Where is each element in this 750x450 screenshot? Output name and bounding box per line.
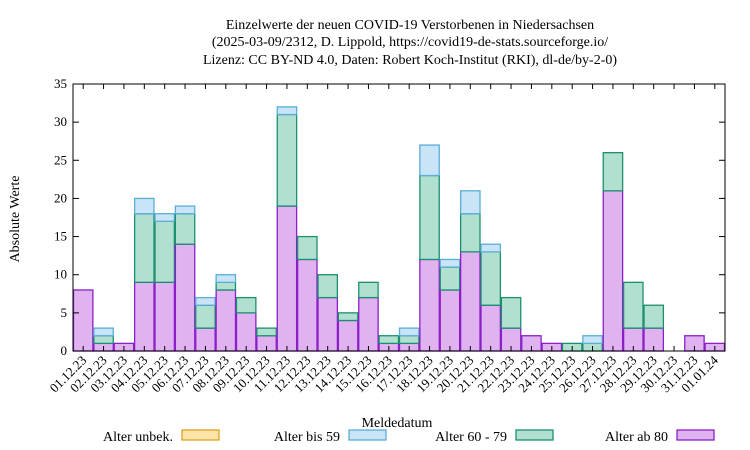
bar-26.12.23-series-2	[582, 335, 603, 345]
bar-19.12.23-series-0	[439, 289, 461, 352]
bar-06.12.23-series-1	[174, 213, 196, 245]
bar-22.12.23-series-1	[500, 296, 522, 329]
bar-14.12.23-series-1	[337, 312, 359, 322]
bar-21.12.23-series-2	[480, 243, 502, 253]
y-tick-label: 35	[54, 76, 67, 91]
bar-04.12.23-series-0	[133, 281, 155, 352]
bar-11.12.23-series-2	[276, 106, 298, 116]
bar-08.12.23-series-1	[215, 281, 237, 291]
title-line-3: Lizenz: CC BY-ND 4.0, Daten: Robert Koch…	[203, 53, 617, 68]
bar-06.12.23-series-0	[174, 243, 196, 352]
title-line-1: Einzelwerte der neuen COVID-19 Verstorbe…	[226, 18, 594, 33]
bars	[72, 106, 726, 352]
y-tick-label: 20	[54, 190, 67, 205]
bar-13.12.23-series-1	[317, 274, 339, 299]
y-tick-label: 15	[54, 229, 67, 244]
bar-18.12.23-series-1	[419, 174, 440, 261]
bar-04.12.23-series-1	[133, 213, 155, 283]
bar-20.12.23-series-1	[459, 213, 481, 253]
bar-20.12.23-series-0	[459, 251, 481, 352]
bar-08.12.23-series-2	[215, 274, 237, 283]
y-tick-label: 0	[61, 343, 68, 358]
bar-12.12.23-series-1	[296, 235, 318, 261]
bar-16.12.23-series-1	[378, 335, 400, 345]
bar-02.12.23-series-1	[93, 335, 114, 345]
title-line-2: (2025-03-09/2312, D. Lippold, https://co…	[212, 35, 608, 50]
bar-15.12.23-series-1	[358, 281, 379, 299]
legend-swatch	[515, 429, 554, 441]
bar-12.12.23-series-0	[296, 258, 318, 352]
bar-18.12.23-series-2	[419, 144, 440, 177]
bar-04.12.23-series-2	[133, 197, 155, 215]
bar-20.12.23-series-2	[459, 190, 481, 215]
legend-swatch	[181, 429, 220, 441]
bar-17.12.23-series-2	[398, 327, 420, 337]
bar-02.12.23-series-2	[93, 327, 114, 337]
bar-10.12.23-series-1	[256, 327, 277, 337]
bar-27.12.23-series-0	[602, 190, 624, 352]
legend-swatch	[676, 429, 715, 441]
legend-label: Alter unbek.	[103, 430, 173, 445]
bar-01.12.23-series-0	[72, 289, 94, 352]
legend-label: Alter ab 80	[605, 430, 668, 445]
bar-07.12.23-series-1	[195, 304, 216, 329]
legend-swatch	[348, 429, 387, 441]
bar-11.12.23-series-0	[276, 205, 298, 352]
bar-05.12.23-series-1	[154, 220, 176, 283]
bar-06.12.23-series-2	[174, 205, 196, 215]
axes	[72, 83, 726, 352]
bar-15.12.23-series-0	[358, 296, 379, 352]
bar-09.12.23-series-1	[235, 296, 257, 314]
bar-11.12.23-series-1	[276, 113, 298, 207]
bar-07.12.23-series-2	[195, 296, 216, 306]
y-tick-label: 25	[54, 152, 67, 167]
bar-27.12.23-series-1	[602, 152, 624, 192]
bar-09.12.23-series-0	[235, 312, 257, 352]
y-axis-label: Absolute Werte	[8, 176, 23, 263]
bar-21.12.23-series-0	[480, 304, 502, 352]
bar-18.12.23-series-0	[419, 258, 440, 352]
legend-label: Alter 60 - 79	[435, 430, 507, 445]
bar-08.12.23-series-0	[215, 289, 237, 352]
bar-19.12.23-series-1	[439, 266, 461, 291]
y-ticks: 0 5 10 15 20 25 30 35	[54, 76, 725, 358]
bar-28.12.23-series-1	[622, 281, 644, 329]
bar-13.12.23-series-0	[317, 296, 339, 352]
legend-label: Alter bis 59	[274, 430, 340, 445]
x-axis-label: Meldedatum	[362, 416, 433, 431]
chart-title: Einzelwerte der neuen COVID-19 Verstorbe…	[203, 18, 617, 68]
legend: Alter unbek. Alter bis 59 Alter 60 - 79 Alt…	[103, 429, 715, 445]
y-tick-label: 10	[54, 267, 67, 282]
y-tick-label: 30	[54, 114, 67, 129]
bar-21.12.23-series-1	[480, 251, 502, 306]
bar-19.12.23-series-2	[439, 258, 461, 268]
plot-frame	[72, 83, 726, 352]
bar-17.12.23-series-1	[398, 335, 420, 345]
bar-29.12.23-series-1	[643, 304, 665, 329]
bar-05.12.23-series-0	[154, 281, 176, 352]
bar-05.12.23-series-2	[154, 213, 176, 222]
y-tick-label: 5	[61, 305, 68, 320]
